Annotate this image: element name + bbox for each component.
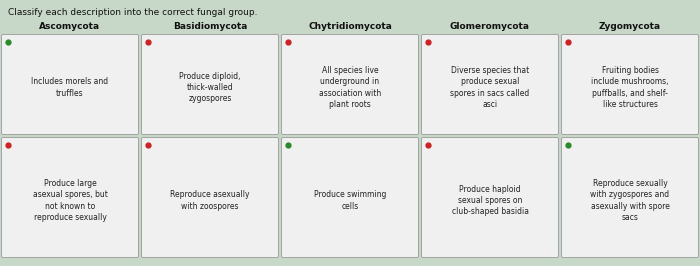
Text: Ascomycota: Ascomycota — [39, 22, 101, 31]
FancyBboxPatch shape — [281, 35, 419, 135]
Text: Produce diploid,
thick-walled
zygospores: Produce diploid, thick-walled zygospores — [179, 72, 241, 103]
FancyBboxPatch shape — [561, 138, 699, 257]
Text: Zygomycota: Zygomycota — [599, 22, 661, 31]
Text: Produce swimming
cells: Produce swimming cells — [314, 190, 386, 211]
Text: Includes morels and
truffles: Includes morels and truffles — [32, 77, 108, 98]
Text: Glomeromycota: Glomeromycota — [450, 22, 530, 31]
Text: Produce haploid
sexual spores on
club-shaped basidia: Produce haploid sexual spores on club-sh… — [452, 185, 528, 216]
FancyBboxPatch shape — [141, 138, 279, 257]
FancyBboxPatch shape — [281, 138, 419, 257]
FancyBboxPatch shape — [141, 35, 279, 135]
FancyBboxPatch shape — [1, 35, 139, 135]
Text: Classify each description into the correct fungal group.: Classify each description into the corre… — [8, 8, 258, 17]
FancyBboxPatch shape — [561, 35, 699, 135]
Text: Chytridiomycota: Chytridiomycota — [308, 22, 392, 31]
Text: Produce large
asexual spores, but
not known to
reproduce sexually: Produce large asexual spores, but not kn… — [33, 179, 107, 222]
FancyBboxPatch shape — [421, 35, 559, 135]
Text: Reproduce asexually
with zoospores: Reproduce asexually with zoospores — [170, 190, 250, 211]
Text: Basidiomycota: Basidiomycota — [173, 22, 247, 31]
FancyBboxPatch shape — [1, 138, 139, 257]
Text: Reproduce sexually
with zygospores and
asexually with spore
sacs: Reproduce sexually with zygospores and a… — [590, 179, 670, 222]
FancyBboxPatch shape — [421, 138, 559, 257]
Text: Diverse species that
produce sexual
spores in sacs called
asci: Diverse species that produce sexual spor… — [450, 66, 530, 109]
Text: All species live
underground in
association with
plant roots: All species live underground in associat… — [319, 66, 381, 109]
Text: Fruiting bodies
include mushrooms,
puffballs, and shelf-
like structures: Fruiting bodies include mushrooms, puffb… — [592, 66, 668, 109]
